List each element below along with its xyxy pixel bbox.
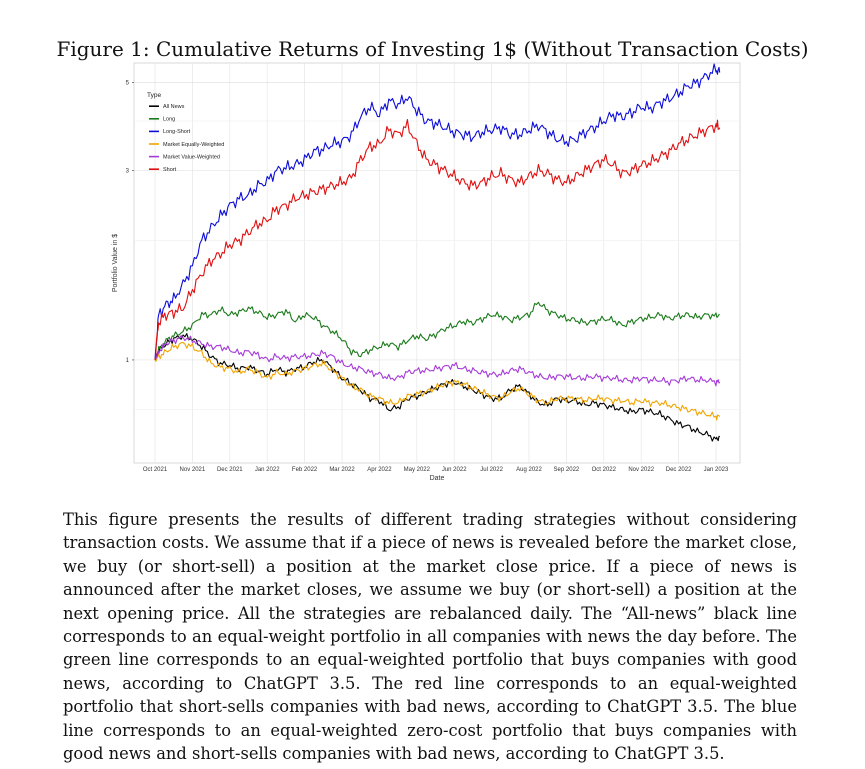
legend-label: Market Value-Weighted xyxy=(163,154,220,160)
x-tick-label: Sep 2022 xyxy=(554,467,580,473)
y-tick-label: 5 xyxy=(126,81,130,87)
x-tick-label: Jan 2023 xyxy=(704,467,729,473)
x-axis-label: Date xyxy=(430,475,445,482)
x-tick-label: Oct 2022 xyxy=(592,467,617,473)
legend-label: Short xyxy=(163,167,177,173)
figure-caption: This figure presents the results of diff… xyxy=(63,510,797,764)
plot-panel xyxy=(133,62,741,464)
series-line-long xyxy=(154,301,720,361)
series-line-short xyxy=(154,118,721,361)
legend-label: Market Equally-Weighted xyxy=(163,142,224,148)
series-line-market-equally-weighted xyxy=(154,342,721,421)
legend-label: Long-Short xyxy=(163,129,191,135)
x-tick-label: Apr 2022 xyxy=(367,467,392,473)
series-line-market-value-weighted xyxy=(154,335,721,387)
x-tick-label: Jan 2022 xyxy=(255,467,280,473)
x-tick-label: Feb 2022 xyxy=(292,467,318,473)
y-tick-label: 1 xyxy=(126,358,130,364)
legend: Type All News Long Long-Short Market Equall… xyxy=(147,92,224,173)
x-tick-label: Mar 2022 xyxy=(329,467,355,473)
series-line-all-news xyxy=(154,333,721,442)
x-tick-label: Dec 2022 xyxy=(666,467,692,473)
x-tick-label: May 2022 xyxy=(404,467,431,473)
x-tick-label: Oct 2021 xyxy=(143,467,168,473)
series-line-long-short xyxy=(154,63,721,361)
x-tick-label: Nov 2022 xyxy=(628,467,654,473)
legend-label: Long xyxy=(163,117,175,123)
x-tick-label: Jun 2022 xyxy=(442,467,467,473)
y-tick-label: 3 xyxy=(126,169,130,175)
y-axis-label: Portfolio Value in $ xyxy=(112,234,119,292)
legend-label: All News xyxy=(163,104,185,110)
x-tick-label: Aug 2022 xyxy=(516,467,542,473)
series-lines xyxy=(154,63,721,442)
axis-ticks: Oct 2021 Nov 2021 Dec 2021 Jan 2022 Feb 2022… xyxy=(126,81,729,473)
figure-title: Figure 1: Cumulative Returns of Investin… xyxy=(56,37,809,61)
grid xyxy=(134,63,740,463)
x-tick-label: Jul 2022 xyxy=(480,467,503,473)
x-tick-label: Dec 2021 xyxy=(217,467,243,473)
x-tick-label: Nov 2021 xyxy=(180,467,206,473)
chart: Oct 2021 Nov 2021 Dec 2021 Jan 2022 Feb 2022… xyxy=(112,62,741,482)
legend-title: Type xyxy=(147,92,161,99)
